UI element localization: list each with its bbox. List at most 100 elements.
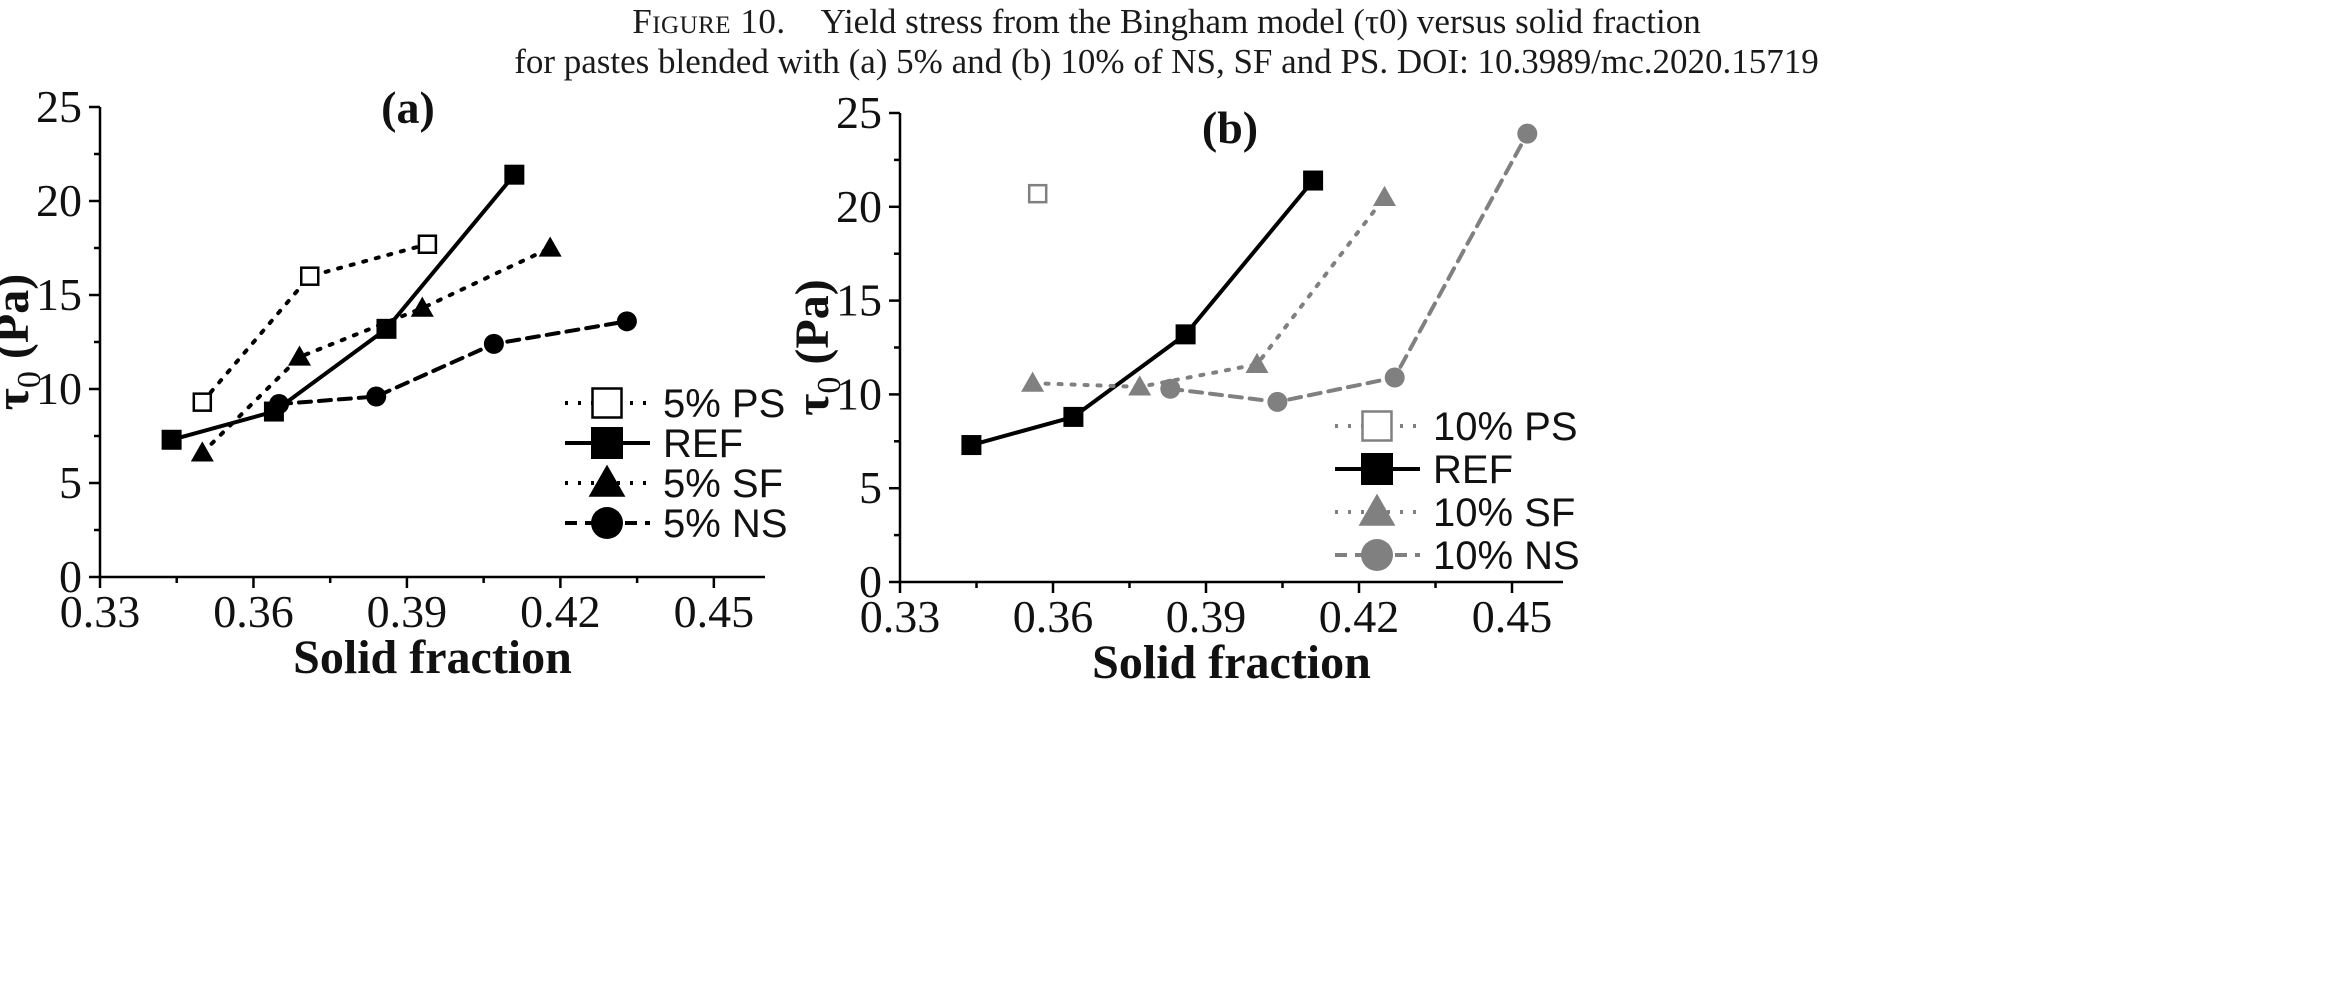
x-tick-label: 0.45: [1472, 591, 1553, 642]
data-point: [1303, 170, 1324, 191]
panel-label: (b): [1202, 102, 1258, 153]
x-tick-label: 0.39: [367, 586, 448, 637]
data-point: [616, 311, 637, 332]
data-point: [538, 236, 562, 257]
x-axis-title: Solid fraction: [293, 631, 572, 684]
legend-marker: [591, 427, 623, 459]
data-point: [161, 429, 182, 450]
data-point: [299, 266, 320, 286]
y-tick-label: 0: [59, 551, 82, 602]
data-point: [1160, 378, 1181, 399]
x-tick-label: 0.36: [213, 586, 294, 637]
x-tick-label: 0.42: [520, 586, 601, 637]
legend-label: 10% NS: [1433, 534, 1580, 578]
y-tick-label: 25: [836, 87, 882, 138]
y-axis-title: τ0 (Pa): [0, 274, 48, 410]
series-5pct-ps: [192, 234, 438, 412]
legend-label: 5% NS: [663, 502, 788, 546]
data-point: [1063, 406, 1084, 427]
legend-label: REF: [663, 422, 743, 466]
legend-label: 5% PS: [663, 382, 785, 426]
series-line: [200, 246, 553, 455]
y-tick-label: 15: [836, 275, 882, 326]
y-tick-label: 0: [859, 556, 882, 607]
legend-marker: [1361, 410, 1393, 442]
data-point: [1517, 123, 1538, 144]
data-point: [1245, 352, 1269, 374]
figure-caption: Figure 10. Yield stress from the Bingham…: [0, 2, 2333, 82]
y-tick-label: 5: [59, 457, 82, 508]
legend-marker: [591, 507, 623, 539]
legend-item-5pct-ps: 5% PS: [565, 382, 785, 426]
legend-marker: [1361, 539, 1393, 571]
data-point: [1027, 183, 1048, 204]
series-line: [277, 319, 629, 407]
data-point: [1267, 391, 1288, 412]
data-point: [1128, 375, 1152, 396]
data-point: [190, 441, 214, 462]
series-ref: [961, 170, 1324, 456]
series-line: [200, 242, 430, 405]
legend-item-10pct-sf: 10% SF: [1335, 491, 1575, 535]
data-point: [366, 386, 387, 407]
data-point: [961, 435, 982, 456]
data-point: [483, 333, 504, 354]
data-point: [269, 394, 290, 415]
x-tick-label: 0.36: [1013, 591, 1094, 642]
x-tick-label: 0.45: [674, 586, 755, 637]
x-axis-title: Solid fraction: [1092, 636, 1371, 689]
series-line: [1030, 195, 1387, 389]
series-line: [1168, 131, 1530, 404]
legend-item-ref: REF: [565, 422, 743, 466]
series-10pct-ps: [1027, 183, 1048, 204]
data-point: [1373, 185, 1396, 207]
y-axis-title: τ0 (Pa): [786, 279, 848, 415]
caption-line-1: Figure 10. Yield stress from the Bingham…: [0, 2, 2333, 42]
series-5pct-sf: [190, 236, 562, 462]
series-ref: [161, 164, 525, 450]
series-5pct-ns: [269, 311, 637, 415]
legend-item-5pct-sf: 5% SF: [565, 462, 783, 506]
y-tick-label: 15: [36, 269, 82, 320]
legend-label: REF: [1433, 448, 1513, 492]
series-10pct-ns: [1160, 123, 1538, 412]
legend-marker: [591, 387, 623, 419]
data-point: [1175, 324, 1196, 345]
chart-panel-a: 0 5 10 15 20 25 0.33 0.36 0.39 0.42 0.45 Solid frac…: [0, 81, 788, 684]
legend-label: 10% SF: [1433, 491, 1575, 535]
panel-label: (a): [381, 82, 435, 133]
legend-marker: [1361, 453, 1393, 485]
data-point: [376, 318, 397, 339]
caption-line-2: for pastes blended with (a) 5% and (b) 1…: [514, 42, 1819, 81]
legend-item-10pct-ps: 10% PS: [1335, 405, 1578, 449]
data-point: [192, 392, 213, 412]
data-point: [504, 164, 525, 185]
legend-item-ref: REF: [1335, 448, 1513, 492]
data-point: [288, 345, 311, 366]
figure-label: Figure 10.: [632, 2, 786, 41]
chart-panel-b: 0 5 10 15 20 25 0.33 0.36 0.39 0.42 0.45 Solid frac…: [786, 87, 1580, 689]
x-tick-label: 0.33: [60, 586, 141, 637]
data-point: [417, 234, 438, 254]
series-line: [169, 172, 517, 442]
legend-marker: [588, 464, 626, 497]
series-10pct-sf: [1021, 185, 1396, 396]
legend-marker: [1358, 493, 1396, 526]
y-tick-label: 25: [36, 81, 82, 132]
legend-item-5pct-ns: 5% NS: [565, 502, 788, 546]
x-tick-label: 0.39: [1166, 591, 1247, 642]
legend-item-10pct-ns: 10% NS: [1335, 534, 1580, 578]
x-tick-label: 0.33: [860, 591, 941, 642]
caption-title: Yield stress from the Bingham model (τ0)…: [820, 2, 1701, 41]
legend-label: 10% PS: [1433, 405, 1578, 449]
series-line: [969, 178, 1316, 448]
data-point: [1384, 367, 1405, 388]
y-tick-label: 5: [859, 462, 882, 513]
y-tick-label: 20: [36, 175, 82, 226]
data-point: [1021, 371, 1045, 392]
data-point: [410, 296, 434, 317]
legend-label: 5% SF: [663, 462, 783, 506]
